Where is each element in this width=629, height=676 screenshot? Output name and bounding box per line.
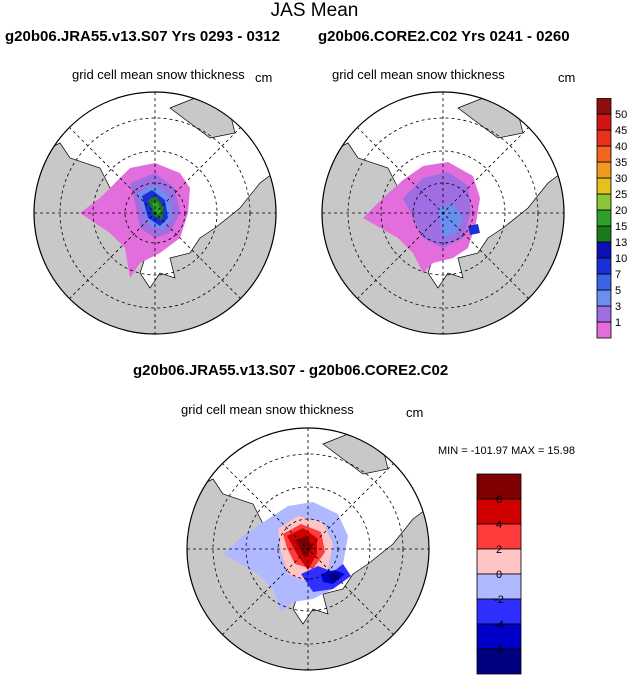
- colorbar-box: [596, 305, 612, 323]
- graticule: [187, 428, 429, 670]
- colorbar-tick-label: -6: [494, 644, 504, 656]
- diff-units-label: cm: [406, 405, 424, 420]
- colorbar-tick-label: 35: [615, 157, 627, 169]
- colorbar-box: [596, 241, 612, 259]
- colorbar-box: [476, 548, 522, 575]
- map-jra55: [33, 91, 277, 335]
- diff-panel-title: g20b06.JRA55.v13.S07 - g20b06.CORE2.C02: [133, 362, 449, 379]
- map-core2: [321, 91, 565, 335]
- colorbar-tick-label: 3: [615, 301, 621, 313]
- colorbar-box: [596, 193, 612, 211]
- colorbar-box: [476, 573, 522, 600]
- colorbar-box: [476, 473, 522, 500]
- colorbar-box: [476, 523, 522, 550]
- right-variable-label: grid cell mean snow thickness: [332, 67, 505, 82]
- colorbar-difference: 6 4 2 0 -2 -4 -6: [476, 473, 522, 675]
- colorbar-tick-label: 10: [615, 253, 627, 265]
- colorbar-box: [476, 623, 522, 650]
- map-border: [186, 427, 430, 671]
- diff-variable-label: grid cell mean snow thickness: [181, 402, 354, 417]
- right-units-label: cm: [558, 70, 576, 85]
- colorbar-box: [596, 257, 612, 275]
- colorbar-tick-label: -2: [494, 594, 504, 606]
- colorbar-tick-label: 45: [615, 125, 627, 137]
- colorbar-box: [596, 321, 612, 339]
- colorbar-tick-label: 4: [496, 519, 502, 531]
- map-difference: [186, 427, 430, 671]
- colorbar-tick-label: 13: [615, 237, 627, 249]
- colorbar-tick-label: 25: [615, 189, 627, 201]
- colorbar-box: [596, 161, 612, 179]
- colorbar-tick-label: 1: [615, 317, 621, 329]
- colorbar-box: [596, 177, 612, 195]
- colorbar-box: [596, 209, 612, 227]
- land-masses: [322, 97, 564, 334]
- left-panel-title: g20b06.JRA55.v13.S07 Yrs 0293 - 0312: [5, 28, 280, 45]
- colorbar-tick-label: 40: [615, 141, 627, 153]
- colorbar-box: [596, 129, 612, 147]
- colorbar-box: [476, 598, 522, 625]
- colorbar-box: [596, 289, 612, 307]
- colorbar-tick-label: 15: [615, 221, 627, 233]
- map-border: [321, 91, 565, 335]
- colorbar-tick-label: 0: [496, 569, 502, 581]
- colorbar-tick-label: -4: [494, 619, 504, 631]
- left-variable-label: grid cell mean snow thickness: [72, 67, 245, 82]
- colorbar-box: [596, 145, 612, 163]
- colorbar-tick-label: 50: [615, 109, 627, 121]
- colorbar-box: [476, 648, 522, 675]
- land-masses: [187, 433, 429, 670]
- graticule: [34, 92, 276, 334]
- colorbar-tick-label: 20: [615, 205, 627, 217]
- land-masses: [34, 97, 276, 334]
- map-border: [33, 91, 277, 335]
- colorbar-box: [476, 498, 522, 525]
- colorbar-tick-label: 30: [615, 173, 627, 185]
- colorbar-tick-label: 6: [496, 494, 502, 506]
- snow-field: [363, 162, 480, 273]
- colorbar-tick-label: 7: [615, 269, 621, 281]
- colorbar-tick-label: 5: [615, 285, 621, 297]
- left-units-label: cm: [255, 70, 273, 85]
- colorbar-box: [596, 273, 612, 291]
- colorbar-tick-label: 2: [496, 544, 502, 556]
- right-panel-title: g20b06.CORE2.C02 Yrs 0241 - 0260: [318, 28, 570, 45]
- diff-min-max: MIN = -101.97 MAX = 15.98: [438, 445, 575, 457]
- colorbar-box: [596, 113, 612, 131]
- colorbar-box: [596, 225, 612, 243]
- figure-title: JAS Mean: [270, 0, 359, 21]
- colorbar-box: [596, 98, 612, 115]
- graticule: [322, 92, 564, 334]
